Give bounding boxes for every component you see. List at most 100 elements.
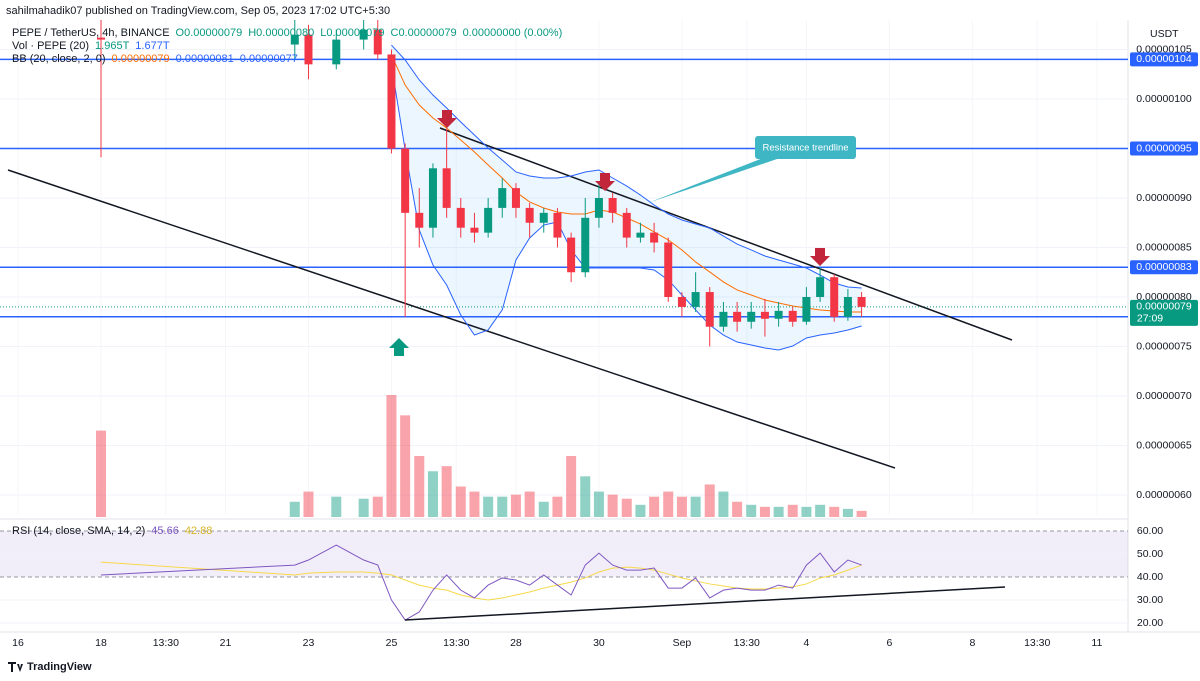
rsi-support-line	[404, 586, 1006, 621]
candle-body	[705, 292, 714, 327]
x-tick-label: 16	[12, 637, 24, 649]
volume-bar	[815, 504, 826, 517]
volume-bar	[801, 506, 812, 517]
legend-text: RSI (14, close, SMA, 14, 2)	[12, 525, 145, 537]
candle-body	[525, 207, 534, 223]
volume-bar	[331, 496, 342, 517]
candle-body	[498, 188, 507, 208]
volume-bar	[704, 484, 715, 517]
volume-bar	[538, 501, 549, 517]
volume-bar	[635, 504, 646, 517]
volume-bar	[759, 506, 770, 517]
candle-body	[456, 207, 465, 228]
legend-text: 0.00000079	[112, 53, 170, 65]
y-tick-label: 0.00000085	[1136, 241, 1192, 253]
candle-body	[553, 212, 562, 238]
y-tick-label: 0.00000090	[1136, 192, 1192, 204]
x-tick-label: 4	[803, 637, 809, 649]
down-arrow	[810, 248, 830, 266]
y-tick-label: 0.00000100	[1136, 93, 1192, 105]
callout-box	[755, 136, 856, 159]
channel-line	[7, 169, 896, 469]
candle-body	[733, 311, 742, 322]
publisher: sahilmahadik07 published on TradingView.…	[6, 5, 390, 17]
legend-text: 0.00000000 (0.00%)	[463, 27, 563, 39]
volume-bar	[690, 496, 701, 517]
logo: TradingView	[8, 661, 92, 673]
candle-body	[304, 34, 313, 65]
volume-bar	[856, 510, 867, 517]
volume-bar	[497, 496, 508, 517]
volume-bar	[580, 476, 591, 517]
resistance-trendline	[439, 127, 1013, 341]
x-tick-label: 21	[220, 637, 232, 649]
callout-text: Resistance trendline	[762, 143, 848, 154]
volume-bar	[289, 501, 300, 517]
x-tick-label: 13:30	[1024, 637, 1050, 649]
candle-body	[581, 217, 590, 273]
candle-body	[691, 292, 700, 307]
candle-body	[857, 297, 866, 307]
legend-text: 45.66	[151, 525, 179, 537]
candle-body	[594, 198, 603, 218]
legend-text: O0.00000079	[176, 27, 243, 39]
candle-body	[664, 242, 673, 297]
candle-body	[539, 212, 548, 223]
volume-bar	[829, 506, 840, 517]
level-box	[1130, 141, 1198, 156]
candle-body	[788, 310, 797, 322]
level-label: 0.00000083	[1136, 261, 1192, 273]
legend-text: H0.00000080	[248, 27, 314, 39]
up-arrow	[389, 338, 409, 356]
x-tick-label: 11	[1091, 637, 1102, 649]
level-label: 0.00000095	[1136, 142, 1192, 154]
trendlines	[7, 127, 1013, 621]
volume-bar	[441, 466, 452, 517]
bb-lower	[390, 64, 862, 351]
candle-body	[677, 297, 686, 307]
volume-bar	[787, 504, 798, 517]
volume-bar	[552, 496, 563, 517]
volume-bar	[842, 508, 853, 517]
markers: Resistance trendline	[389, 110, 856, 356]
rsi-tick-label: 40.00	[1137, 571, 1163, 583]
candle-body	[816, 277, 825, 297]
candle-body	[511, 188, 520, 208]
legend-text: 1.677T	[135, 40, 170, 52]
volume-bar	[386, 395, 397, 517]
candle-body	[608, 198, 617, 213]
volume-bar	[427, 471, 438, 517]
volume-bar	[469, 491, 480, 517]
level-box	[1130, 52, 1198, 67]
rsi-line	[100, 544, 862, 621]
candle-body	[332, 39, 341, 65]
x-tick-label: 6	[886, 637, 892, 649]
candle-body	[96, 37, 105, 40]
volume-bar	[593, 491, 604, 517]
candle-body	[622, 212, 631, 238]
candle-body	[401, 148, 410, 213]
candle-body	[442, 168, 451, 208]
logo-icon	[8, 662, 23, 672]
volume-bar	[649, 496, 660, 517]
x-tick-label: 28	[510, 637, 522, 649]
x-tick-label: 30	[593, 637, 605, 649]
volume-bar	[414, 456, 425, 517]
legend-text: BB (20, close, 2, 0)	[12, 53, 106, 65]
x-tick-label: 13:30	[443, 637, 469, 649]
volume-bar	[95, 430, 106, 517]
y-tick-label: 0.00000070	[1136, 390, 1192, 402]
level-box	[1130, 260, 1198, 275]
rsi-tick-label: 20.00	[1137, 617, 1163, 629]
volume-bar	[566, 456, 577, 517]
volume-bar	[303, 491, 314, 517]
last-price-label: 0.00000079	[1136, 301, 1192, 313]
legend-text: PEPE / TetherUS, 4h, BINANCE	[12, 27, 170, 39]
candle-body	[802, 297, 811, 322]
candle-body	[760, 311, 769, 319]
candle-body	[830, 277, 839, 317]
candle-body	[359, 29, 368, 40]
candle-body	[636, 232, 645, 238]
x-tick-label: 18	[95, 637, 107, 649]
